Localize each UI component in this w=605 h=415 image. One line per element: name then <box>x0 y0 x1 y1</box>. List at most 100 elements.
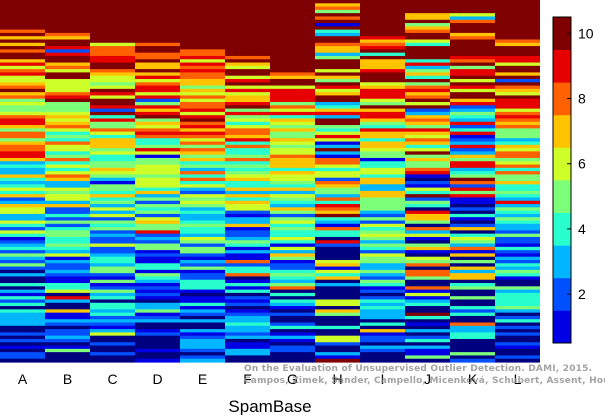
heatmap-cell <box>0 236 45 241</box>
heatmap-cell <box>360 98 405 103</box>
heatmap-cell <box>90 286 135 291</box>
heatmap-cell <box>135 299 180 304</box>
heatmap-cell <box>315 233 360 238</box>
heatmap-cell <box>315 72 360 77</box>
heatmap-cell <box>360 213 405 218</box>
heatmap-cell <box>135 72 180 77</box>
heatmap-cell <box>180 236 225 241</box>
heatmap-cell <box>135 16 180 21</box>
heatmap-cell <box>495 85 540 90</box>
heatmap-cell <box>90 269 135 274</box>
heatmap-cell <box>495 283 540 287</box>
heatmap-cell <box>270 23 315 27</box>
heatmap-cell <box>225 167 270 172</box>
heatmap-cell <box>450 184 495 189</box>
heatmap-cell <box>45 82 90 87</box>
heatmap-cell <box>180 59 225 64</box>
heatmap-cell <box>135 184 180 189</box>
heatmap-cell <box>450 213 495 218</box>
heatmap-cell <box>405 141 450 146</box>
heatmap-cell <box>180 325 225 330</box>
heatmap-cell <box>360 243 405 248</box>
heatmap-cell <box>135 151 180 156</box>
heatmap-cell <box>405 157 450 162</box>
heatmap-cell <box>135 243 180 248</box>
heatmap-cell <box>405 279 450 284</box>
heatmap-cell <box>0 223 45 228</box>
heatmap-cell <box>405 335 450 340</box>
heatmap-cell <box>135 138 180 143</box>
heatmap-cell <box>495 299 540 304</box>
heatmap-cell <box>90 355 135 360</box>
heatmap-cell <box>495 16 540 21</box>
heatmap-cell <box>90 177 135 182</box>
heatmap-cell <box>315 355 360 360</box>
heatmap-cell <box>0 131 45 136</box>
heatmap-cell <box>495 128 540 133</box>
heatmap-cell <box>495 157 540 162</box>
heatmap-cell <box>360 355 405 360</box>
heatmap-cell <box>450 200 495 205</box>
heatmap-cell <box>180 276 225 281</box>
heatmap-cell <box>90 42 135 47</box>
heatmap-cell <box>495 102 540 106</box>
heatmap-cell <box>45 177 90 182</box>
heatmap-cell <box>405 115 450 120</box>
heatmap-cell <box>45 246 90 251</box>
heatmap-cell <box>315 121 360 126</box>
heatmap-cell <box>0 98 45 103</box>
heatmap-cell <box>0 289 45 294</box>
heatmap-cell <box>315 39 360 44</box>
heatmap-cell <box>270 302 315 307</box>
heatmap-cell <box>0 157 45 162</box>
heatmap-cell <box>225 78 270 83</box>
heatmap-cell <box>360 342 405 347</box>
heatmap-cell <box>360 9 405 14</box>
heatmap-cell <box>495 352 540 357</box>
heatmap-cell <box>180 174 225 179</box>
heatmap-cell <box>180 335 225 340</box>
heatmap-cell <box>225 3 270 8</box>
heatmap-cell <box>90 72 135 77</box>
heatmap-cell <box>270 108 315 113</box>
heatmap-cell <box>315 279 360 284</box>
heatmap-cell <box>90 0 135 4</box>
heatmap-cell <box>0 52 45 57</box>
heatmap-cell <box>360 92 405 97</box>
heatmap-cell <box>135 171 180 176</box>
heatmap-cell <box>495 111 540 116</box>
heatmap-cell <box>405 55 450 60</box>
heatmap-cell <box>315 220 360 225</box>
heatmap-cell <box>450 319 495 324</box>
heatmap-cell <box>135 283 180 287</box>
heatmap-cell <box>180 210 225 215</box>
heatmap-cell <box>495 306 540 310</box>
heatmap-cell <box>405 131 450 136</box>
heatmap-cell <box>225 358 270 363</box>
heatmap-cell <box>405 240 450 245</box>
heatmap-cell <box>45 315 90 320</box>
heatmap-cell <box>405 296 450 301</box>
heatmap-cell <box>405 23 450 27</box>
heatmap-cell <box>0 118 45 123</box>
heatmap-cell <box>225 105 270 110</box>
heatmap-cell <box>135 154 180 159</box>
heatmap-cell <box>450 39 495 44</box>
heatmap-cell <box>360 138 405 143</box>
heatmap-cell <box>135 82 180 87</box>
heatmap-cell <box>0 253 45 258</box>
heatmap-cell <box>45 217 90 222</box>
heatmap-cell <box>270 95 315 100</box>
heatmap-cell <box>360 289 405 294</box>
heatmap-cell <box>225 269 270 274</box>
heatmap-cell <box>270 69 315 73</box>
heatmap-cell <box>180 62 225 67</box>
heatmap-cell <box>0 108 45 113</box>
heatmap-cell <box>405 52 450 57</box>
heatmap-cell <box>0 220 45 225</box>
heatmap-cell <box>495 82 540 87</box>
heatmap-cell <box>0 322 45 327</box>
heatmap-cell <box>90 322 135 327</box>
heatmap-cell <box>45 220 90 225</box>
heatmap-cell <box>225 49 270 54</box>
